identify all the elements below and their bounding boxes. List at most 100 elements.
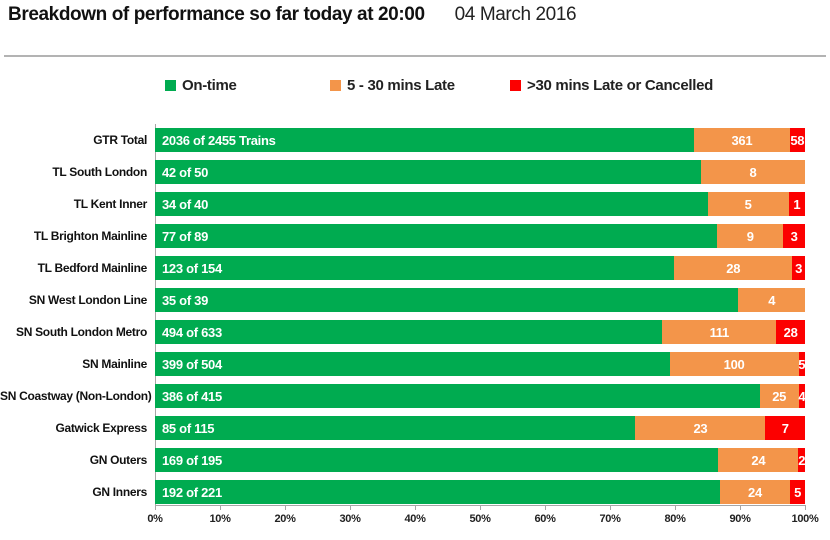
segment-value: 34 of 40 [162, 196, 209, 212]
x-axis-tick [675, 505, 676, 510]
category-label: SN Mainline [82, 357, 147, 371]
table-row: SN Coastway (Non-London) 386 of 415 25 4 [0, 384, 830, 408]
x-axis-tick [610, 505, 611, 510]
segment-value: 77 of 89 [162, 228, 209, 244]
segment-value: 494 of 633 [162, 324, 222, 340]
on-time-segment: 399 of 504 [155, 352, 670, 376]
report-date: 04 March 2016 [454, 4, 577, 25]
table-row: GTR Total 2036 of 2455 Trains 361 58 [0, 128, 830, 152]
on-time-segment: 386 of 415 [155, 384, 760, 408]
segment-value: 5 [798, 356, 806, 372]
x-axis-tick [155, 505, 156, 510]
segment-value: 4 [768, 292, 776, 308]
bar-track: 123 of 154 28 3 [155, 256, 805, 280]
category-label: Gatwick Express [55, 421, 147, 435]
bar-track: 399 of 504 100 5 [155, 352, 806, 376]
on-time-segment: 34 of 40 [155, 192, 708, 216]
x-axis-tick-label: 70% [599, 513, 621, 525]
segment-value: 100 [723, 356, 745, 372]
category-axis-line [155, 124, 156, 505]
on-time-segment: 192 of 221 [155, 480, 720, 504]
late-segment: 111 [662, 320, 777, 344]
legend-item-late: 5 - 30 mins Late [330, 77, 455, 95]
table-row: SN Mainline 399 of 504 100 5 [0, 352, 830, 376]
late-segment: 8 [701, 160, 805, 184]
on-time-segment: 35 of 39 [155, 288, 739, 312]
segment-value: 85 of 115 [162, 420, 215, 436]
category-label: TL Brighton Mainline [33, 229, 147, 243]
segment-value: 8 [749, 164, 757, 180]
late-swatch-icon [330, 80, 341, 91]
bar-track: 77 of 89 9 3 [155, 224, 805, 248]
segment-value: 3 [790, 228, 798, 244]
on-time-segment: 85 of 115 [155, 416, 636, 440]
table-row: TL South London 42 of 50 8 [0, 160, 830, 184]
late-segment: 25 [759, 384, 799, 408]
cancelled-swatch-icon [510, 80, 521, 91]
cancelled-segment: 1 [788, 192, 805, 216]
x-axis-tick [740, 505, 741, 510]
bar-track: 192 of 221 24 5 [155, 480, 805, 504]
segment-value: 3 [795, 260, 803, 276]
segment-value: 192 of 221 [162, 484, 222, 500]
segment-value: 42 of 50 [162, 164, 209, 180]
cancelled-segment: 3 [792, 256, 805, 280]
on-time-segment: 169 of 195 [155, 448, 719, 472]
on-time-segment: 77 of 89 [155, 224, 718, 248]
table-row: GN Inners 192 of 221 24 5 [0, 480, 830, 504]
cancelled-segment: 5 [790, 480, 805, 504]
category-label: TL Bedford Mainline [37, 261, 148, 275]
x-axis-tick-label: 60% [534, 513, 556, 525]
category-label: TL South London [52, 165, 147, 179]
segment-value: 7 [781, 420, 789, 436]
legend-item-cancelled: >30 mins Late or Cancelled [510, 77, 713, 95]
late-segment: 24 [719, 480, 791, 504]
cancelled-segment: 58 [789, 128, 805, 152]
late-segment: 23 [635, 416, 766, 440]
performance-stacked-bar-chart: GTR Total 2036 of 2455 Trains 361 58 TL Sout… [0, 124, 830, 534]
x-axis-tick-label: 100% [791, 513, 819, 525]
segment-value: 1 [793, 196, 801, 212]
late-segment: 5 [707, 192, 789, 216]
late-segment: 100 [669, 352, 799, 376]
cancelled-segment: 28 [776, 320, 805, 344]
bar-track: 85 of 115 23 7 [155, 416, 805, 440]
on-time-segment: 494 of 633 [155, 320, 663, 344]
x-axis-tick-label: 80% [664, 513, 686, 525]
header-divider [4, 55, 826, 57]
x-axis-tick-label: 30% [339, 513, 361, 525]
segment-value: 2036 of 2455 Trains [162, 132, 276, 148]
on-time-swatch-icon [165, 80, 176, 91]
segment-value: 28 [783, 324, 798, 340]
x-axis-tick-label: 50% [469, 513, 491, 525]
late-segment: 24 [718, 448, 799, 472]
segment-value: 9 [746, 228, 754, 244]
table-row: SN West London Line 35 of 39 4 [0, 288, 830, 312]
x-axis-tick-label: 0% [147, 513, 163, 525]
page-title: Breakdown of performance so far today at… [8, 4, 425, 25]
category-label: GN Outers [89, 453, 148, 467]
segment-value: 25 [772, 388, 787, 404]
segment-value: 2 [798, 452, 806, 468]
segment-value: 111 [709, 324, 730, 340]
header: Breakdown of performance so far today at… [8, 4, 577, 26]
segment-value: 123 of 154 [162, 260, 222, 276]
segment-value: 24 [748, 484, 762, 500]
late-segment: 28 [674, 256, 793, 280]
late-segment: 9 [717, 224, 784, 248]
cancelled-segment: 7 [765, 416, 805, 440]
on-time-segment: 123 of 154 [155, 256, 675, 280]
table-row: Gatwick Express 85 of 115 23 7 [0, 416, 830, 440]
segment-value: 399 of 504 [162, 356, 222, 372]
category-label: SN Coastway (Non-London) [0, 389, 152, 403]
cancelled-segment: 4 [798, 384, 806, 408]
table-row: TL Brighton Mainline 77 of 89 9 3 [0, 224, 830, 248]
x-axis-tick [805, 505, 806, 510]
table-row: TL Kent Inner 34 of 40 5 1 [0, 192, 830, 216]
table-row: TL Bedford Mainline 123 of 154 28 3 [0, 256, 830, 280]
bar-track: 386 of 415 25 4 [155, 384, 806, 408]
x-axis-tick [285, 505, 286, 510]
segment-value: 28 [726, 260, 741, 276]
x-axis-tick [415, 505, 416, 510]
